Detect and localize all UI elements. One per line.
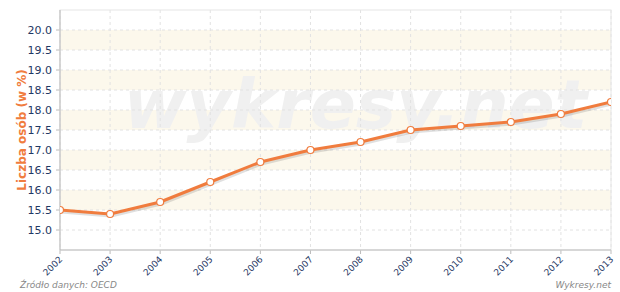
x-tick xyxy=(360,250,361,254)
y-grid-line xyxy=(60,170,611,171)
plot-frame xyxy=(60,10,611,250)
y-tick xyxy=(56,110,60,111)
x-grid-line xyxy=(510,10,511,250)
y-tick xyxy=(56,190,60,191)
credit: Wykresy.net xyxy=(555,280,611,290)
marker xyxy=(557,111,564,118)
y-grid-line xyxy=(60,30,611,31)
x-tick xyxy=(460,250,461,254)
x-tick xyxy=(210,250,211,254)
x-tick-label: 2007 xyxy=(292,254,315,277)
y-tick xyxy=(56,90,60,91)
x-grid-line xyxy=(210,10,211,250)
y-tick-label: 18.5 xyxy=(28,84,53,97)
y-tick xyxy=(56,50,60,51)
x-grid-line xyxy=(310,10,311,250)
marker xyxy=(507,119,514,126)
y-tick-label: 18.0 xyxy=(28,104,53,117)
x-grid-line xyxy=(260,10,261,250)
line-shadow xyxy=(61,104,611,216)
x-tick xyxy=(611,250,612,254)
x-grid-line xyxy=(360,10,361,250)
x-tick-label: 2002 xyxy=(41,254,64,277)
x-tick-label: 2013 xyxy=(592,254,615,277)
y-tick xyxy=(56,210,60,211)
x-tick xyxy=(510,250,511,254)
y-tick-label: 17.0 xyxy=(28,144,53,157)
y-tick-label: 16.0 xyxy=(28,184,53,197)
x-tick xyxy=(560,250,561,254)
y-tick xyxy=(56,130,60,131)
y-tick xyxy=(56,30,60,31)
y-grid-line xyxy=(60,230,611,231)
y-grid-line xyxy=(60,110,611,111)
x-tick xyxy=(310,250,311,254)
y-grid-line xyxy=(60,70,611,71)
x-tick-label: 2009 xyxy=(392,254,415,277)
x-tick-label: 2010 xyxy=(442,254,465,277)
x-tick xyxy=(110,250,111,254)
x-tick xyxy=(160,250,161,254)
x-tick-label: 2012 xyxy=(542,254,565,277)
y-tick-label: 17.5 xyxy=(28,124,53,137)
marker xyxy=(157,199,164,206)
y-tick-label: 15.5 xyxy=(28,204,53,217)
y-tick xyxy=(56,70,60,71)
x-tick xyxy=(60,250,61,254)
series xyxy=(60,99,611,218)
y-tick-label: 19.5 xyxy=(28,44,53,57)
y-grid-line xyxy=(60,190,611,191)
x-grid-line xyxy=(160,10,161,250)
line xyxy=(60,102,611,214)
x-tick xyxy=(410,250,411,254)
x-tick-label: 2011 xyxy=(492,254,515,277)
x-grid-line xyxy=(560,10,561,250)
y-tick xyxy=(56,230,60,231)
source: Źródło danych: OECD xyxy=(19,279,117,290)
y-grid-line xyxy=(60,50,611,51)
grid-band xyxy=(60,150,611,170)
x-tick-label: 2005 xyxy=(191,254,214,277)
x-tick-label: 2004 xyxy=(141,254,164,277)
watermark: wykresy.net xyxy=(124,65,590,144)
marker xyxy=(257,159,264,166)
marker xyxy=(608,99,612,106)
plot-background xyxy=(60,10,611,250)
x-axis-line xyxy=(60,250,611,251)
y-tick-label: 19.0 xyxy=(28,64,53,77)
marker xyxy=(207,179,214,186)
chart: wykresy.net 15.0 15.5 16.0 16.5 17.0 17.5 18.0 1… xyxy=(0,0,620,292)
y-tick-label: 15.0 xyxy=(28,224,53,237)
y-tick xyxy=(56,150,60,151)
y-tick-label: 20.0 xyxy=(28,24,53,37)
y-grid-line xyxy=(60,90,611,91)
y-axis-title: Liczba osób (w %) xyxy=(15,69,29,190)
x-tick-label: 2008 xyxy=(342,254,365,277)
marker xyxy=(407,127,414,134)
x-tick-label: 2006 xyxy=(242,254,265,277)
marker xyxy=(357,139,364,146)
y-tick-label: 16.5 xyxy=(28,164,53,177)
x-tick-label: 2003 xyxy=(91,254,114,277)
grid-band xyxy=(60,30,611,50)
y-grid-line xyxy=(60,130,611,131)
marker xyxy=(107,211,114,218)
marker xyxy=(60,207,64,214)
marker xyxy=(307,147,314,154)
y-tick xyxy=(56,170,60,171)
x-tick xyxy=(260,250,261,254)
marker xyxy=(457,123,464,130)
